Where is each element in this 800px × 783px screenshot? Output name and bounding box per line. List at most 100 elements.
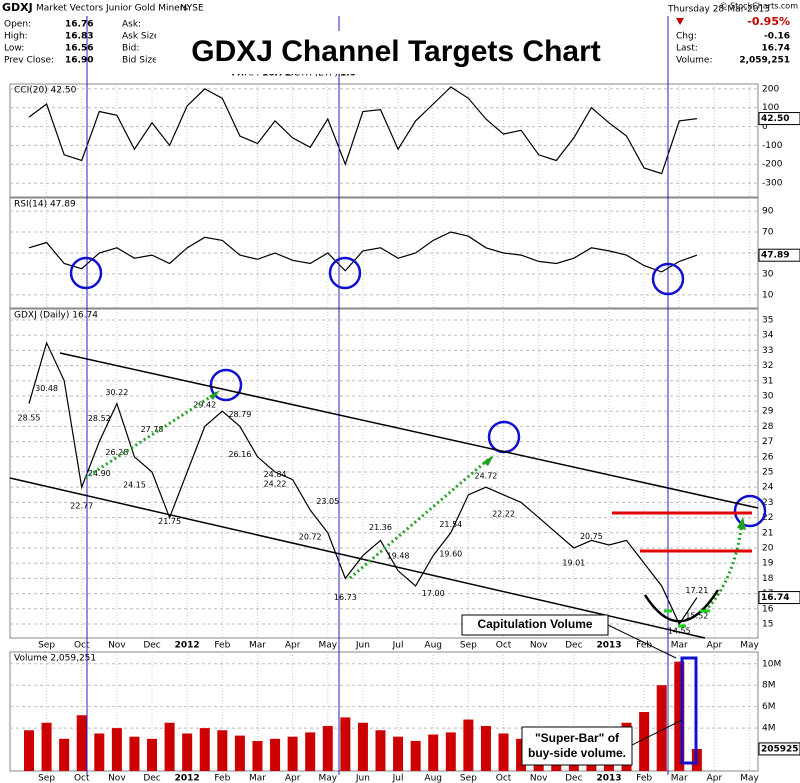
arrow-head <box>209 390 220 400</box>
bar <box>639 712 650 771</box>
y-tick-label: 19 <box>762 559 774 569</box>
last-value-box <box>758 742 800 756</box>
y-tick-label: -300 <box>762 179 783 189</box>
x-tick-label: Apr <box>285 774 301 783</box>
y-tick-label: 30 <box>762 269 774 279</box>
y-tick-label: 23 <box>762 498 773 508</box>
stat-label: Ask: <box>122 20 141 30</box>
target-arrow <box>703 521 744 613</box>
bar <box>147 738 158 771</box>
security-name: Market Vectors Junior Gold Miners <box>36 4 188 14</box>
x-tick-label: Sep <box>38 641 55 651</box>
line <box>28 86 697 175</box>
point-label: 26.28 <box>105 448 128 457</box>
stat-label: Low: <box>4 44 24 54</box>
stat-label: High: <box>4 32 28 42</box>
x-tick-label: Jul <box>392 641 404 651</box>
last-value-box <box>758 112 800 126</box>
stat-label: Bid Size: <box>122 56 161 66</box>
x-tick-label: Jun <box>355 774 370 783</box>
chart-title: GDXJ Channel Targets Chart <box>191 35 601 68</box>
y-tick-label: 30 <box>762 391 774 401</box>
point-label: 28.52 <box>88 414 111 423</box>
bar <box>305 732 316 771</box>
stat-value: 2,059,251 <box>739 56 790 66</box>
point-label: 26.16 <box>228 450 251 459</box>
x-tick-label: Oct <box>496 641 512 651</box>
y-tick-label: 8M <box>762 681 776 691</box>
arrow-head <box>483 455 494 466</box>
x-tick-label: Sep <box>38 774 55 783</box>
point-label: 20.72 <box>299 533 322 542</box>
bar <box>41 722 52 771</box>
y-tick-label: 32 <box>762 361 773 371</box>
point-label: 22.22 <box>492 510 515 519</box>
stat-value: 16.56 <box>65 44 93 54</box>
stat-label: Prev Close: <box>4 56 54 66</box>
y-tick-label: 27 <box>762 437 773 447</box>
x-tick-label: Mar <box>671 774 688 783</box>
point-label: 22.77 <box>70 501 93 510</box>
bar <box>375 730 386 771</box>
title-box <box>156 31 636 74</box>
circle <box>651 262 685 296</box>
x-tick-label: Mar <box>671 641 688 651</box>
point-label: 29.42 <box>193 400 216 409</box>
y-tick-label: 26 <box>762 452 774 462</box>
x-tick-label: 2013 <box>596 774 621 783</box>
bar <box>340 717 351 771</box>
stat-label: Ask Size: <box>122 32 162 42</box>
bar <box>59 738 70 771</box>
point-label: 21.75 <box>158 517 181 526</box>
x-tick-label: Aug <box>424 774 442 783</box>
y-tick-label: 16 <box>762 604 774 614</box>
x-tick-label: Jun <box>355 641 370 651</box>
y-tick-label: 70 <box>762 228 774 238</box>
bar <box>199 728 210 771</box>
annotation-pointer <box>607 624 677 659</box>
y-tick-label: -200 <box>762 160 783 170</box>
y-tick-label: 15 <box>762 620 773 630</box>
arrow-head <box>737 517 746 530</box>
last-value-label: 42.50 <box>761 114 789 124</box>
point-label: 17.21 <box>685 586 708 595</box>
bar <box>76 715 87 771</box>
stat-label: Chg: <box>676 32 697 42</box>
bar <box>164 722 175 771</box>
bar <box>393 736 404 771</box>
point-label: 24.22 <box>264 479 287 488</box>
y-tick-label: -100 <box>762 141 783 151</box>
point-label: 20.75 <box>580 532 603 541</box>
bar <box>111 728 122 771</box>
y-tick-label: 20 <box>762 543 774 553</box>
x-tick-label: Nov <box>108 774 126 783</box>
x-tick-label: Apr <box>707 774 723 783</box>
x-tick-label: Sep <box>460 641 477 651</box>
bar <box>445 732 456 771</box>
annotation: buy-side volume. <box>528 746 626 760</box>
y-tick-label: 10M <box>762 659 781 669</box>
bar <box>674 661 685 771</box>
target-arrow <box>349 456 491 580</box>
x-tick-label: May <box>740 641 759 651</box>
x-tick-label: Apr <box>707 641 723 651</box>
y-tick-label: 22 <box>762 513 773 523</box>
point-label: 27.78 <box>141 425 164 434</box>
panel <box>9 308 759 639</box>
x-tick-label: Dec <box>143 774 160 783</box>
down-arrow <box>676 18 684 25</box>
x-tick-label: Oct <box>496 774 512 783</box>
point-label: 17.00 <box>422 589 445 598</box>
x-tick-label: Feb <box>214 641 230 651</box>
point-label: 21.36 <box>369 523 392 532</box>
y-tick-label: 31 <box>762 376 773 386</box>
y-tick-label: 33 <box>762 346 773 356</box>
point-label: 24.84 <box>264 470 287 479</box>
x-tick-label: 2012 <box>175 774 200 783</box>
y-tick-label: 0 <box>762 122 768 132</box>
x-tick-label: Oct <box>74 641 90 651</box>
copyright: © StockCharts.com <box>720 2 799 11</box>
point-label: 19.60 <box>439 550 462 559</box>
stat-value: 16.83 <box>65 32 93 42</box>
